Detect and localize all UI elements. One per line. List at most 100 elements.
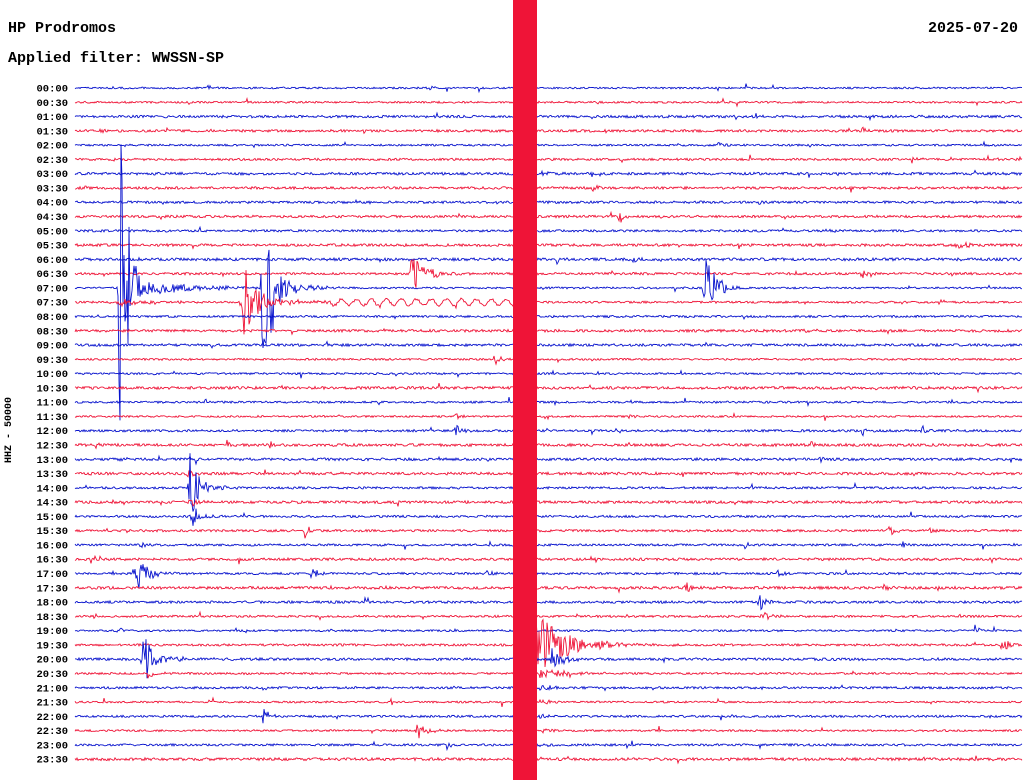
seismogram-trace-row bbox=[74, 256, 1023, 266]
row-time-label: 18:30 bbox=[36, 612, 68, 624]
row-time-label: 07:00 bbox=[36, 283, 68, 295]
row-time-label: 08:00 bbox=[36, 312, 68, 324]
seismogram-trace-row bbox=[74, 184, 1023, 193]
seismogram-trace-row bbox=[74, 454, 1023, 466]
seismogram-trace-row bbox=[74, 259, 1023, 288]
seismogram-trace-row bbox=[74, 424, 1023, 437]
row-time-label: 18:00 bbox=[36, 598, 68, 610]
row-time-label: 15:30 bbox=[36, 526, 68, 538]
seismogram-trace-row bbox=[74, 144, 1022, 421]
row-time-label: 13:00 bbox=[36, 455, 68, 467]
date-label: 2025-07-20 bbox=[927, 20, 1018, 37]
row-time-label: 02:00 bbox=[36, 141, 68, 153]
row-time-label: 16:30 bbox=[36, 555, 68, 567]
row-time-label: 04:30 bbox=[36, 212, 68, 224]
row-time-label: 06:00 bbox=[36, 255, 68, 267]
seismogram-trace-row bbox=[74, 669, 1023, 679]
seismogram-trace-row bbox=[74, 469, 1023, 478]
seismogram-trace-row bbox=[74, 453, 1023, 512]
row-time-label: 21:30 bbox=[36, 698, 68, 710]
row-time-label: 15:00 bbox=[36, 512, 68, 524]
seismogram-trace-row bbox=[74, 111, 1023, 122]
row-time-label: 01:30 bbox=[36, 126, 68, 138]
seismogram-trace-row bbox=[74, 618, 1023, 676]
seismogram-trace-row bbox=[74, 96, 1023, 108]
seismogram-trace-row bbox=[74, 270, 1023, 335]
row-time-label: 06:30 bbox=[36, 269, 68, 281]
row-time-label: 13:30 bbox=[36, 469, 68, 481]
row-time-label: 23:00 bbox=[36, 740, 68, 752]
row-time-label: 05:00 bbox=[36, 226, 68, 238]
row-time-label: 20:00 bbox=[36, 655, 68, 667]
seismogram-trace-row bbox=[74, 564, 1023, 589]
row-time-label: 04:00 bbox=[36, 198, 68, 210]
seismogram-trace-row bbox=[74, 327, 1023, 336]
seismogram-trace-row bbox=[74, 154, 1023, 164]
seismogram-trace-row bbox=[74, 498, 1023, 507]
seismogram-trace-row bbox=[74, 340, 1023, 349]
row-time-label: 08:30 bbox=[36, 326, 68, 338]
row-time-label: 09:00 bbox=[36, 341, 68, 353]
row-time-label: 23:30 bbox=[36, 755, 68, 767]
seismogram-trace-row bbox=[74, 369, 1022, 379]
row-time-label: 12:30 bbox=[36, 441, 68, 453]
seismogram-trace-row bbox=[74, 755, 1023, 765]
row-time-label: 09:30 bbox=[36, 355, 68, 367]
seismogram-trace-row bbox=[74, 639, 1023, 679]
row-time-label: 00:30 bbox=[36, 98, 68, 110]
filter-label: Applied filter: WWSSN-SP bbox=[8, 50, 225, 67]
row-time-label: 22:00 bbox=[36, 712, 68, 724]
seismogram-trace-row bbox=[74, 525, 1023, 539]
seismogram-trace-row bbox=[74, 709, 1023, 724]
seismogram-trace-row bbox=[74, 241, 1023, 250]
major-event-saturated-band bbox=[513, 0, 537, 780]
seismogram-trace-row bbox=[74, 355, 1023, 366]
row-time-label: 05:30 bbox=[36, 241, 68, 253]
row-time-label: 11:00 bbox=[36, 398, 68, 410]
seismogram-trace-row bbox=[74, 554, 1023, 565]
row-time-label: 07:30 bbox=[36, 298, 68, 310]
row-time-label: 21:00 bbox=[36, 683, 68, 695]
seismogram-trace-row bbox=[74, 508, 1023, 526]
station-title: HP Prodromos bbox=[8, 20, 117, 37]
row-time-label: 14:00 bbox=[36, 483, 68, 495]
seismogram-trace-row bbox=[74, 624, 1023, 634]
seismogram-trace-row bbox=[74, 439, 1023, 450]
row-time-label: 14:30 bbox=[36, 498, 68, 510]
y-axis-label: HHZ - 50000 bbox=[4, 397, 15, 464]
seismogram-trace-row bbox=[74, 684, 1023, 692]
seismogram-trace-row bbox=[74, 540, 1023, 550]
row-time-label: 17:00 bbox=[36, 569, 68, 581]
seismogram-trace-row bbox=[74, 724, 1023, 739]
row-time-label: 22:30 bbox=[36, 726, 68, 738]
seismogram-trace-row bbox=[74, 595, 1023, 611]
row-time-label: 19:30 bbox=[36, 640, 68, 652]
row-time-label: 16:00 bbox=[36, 541, 68, 553]
row-time-label: 01:00 bbox=[36, 112, 68, 124]
seismogram-trace-row bbox=[74, 83, 1023, 94]
seismogram-trace-row bbox=[74, 210, 1023, 223]
row-time-label: 12:00 bbox=[36, 426, 68, 438]
row-time-label: 10:00 bbox=[36, 369, 68, 381]
seismogram-trace-row bbox=[74, 740, 1023, 752]
seismogram-trace-row bbox=[74, 397, 1023, 407]
seismogram-trace-row bbox=[74, 140, 1023, 149]
row-time-label: 03:00 bbox=[36, 169, 68, 181]
seismogram-trace-row bbox=[74, 382, 1023, 394]
seismogram-trace-row bbox=[74, 126, 1023, 135]
seismogram-trace-row bbox=[74, 610, 1023, 621]
seismogram-trace-row bbox=[74, 696, 1023, 707]
row-time-label: 00:00 bbox=[36, 84, 68, 96]
row-time-label: 19:00 bbox=[36, 626, 68, 638]
seismogram-trace-row bbox=[74, 582, 1023, 594]
row-time-label: 02:30 bbox=[36, 155, 68, 167]
row-time-label: 17:30 bbox=[36, 583, 68, 595]
row-time-label: 10:30 bbox=[36, 383, 68, 395]
seismogram-trace-row bbox=[75, 198, 1023, 206]
seismogram-trace-row bbox=[74, 169, 1023, 178]
row-time-label: 20:30 bbox=[36, 669, 68, 681]
seismogram-trace-row bbox=[74, 225, 1023, 234]
row-time-label: 03:30 bbox=[36, 184, 68, 196]
